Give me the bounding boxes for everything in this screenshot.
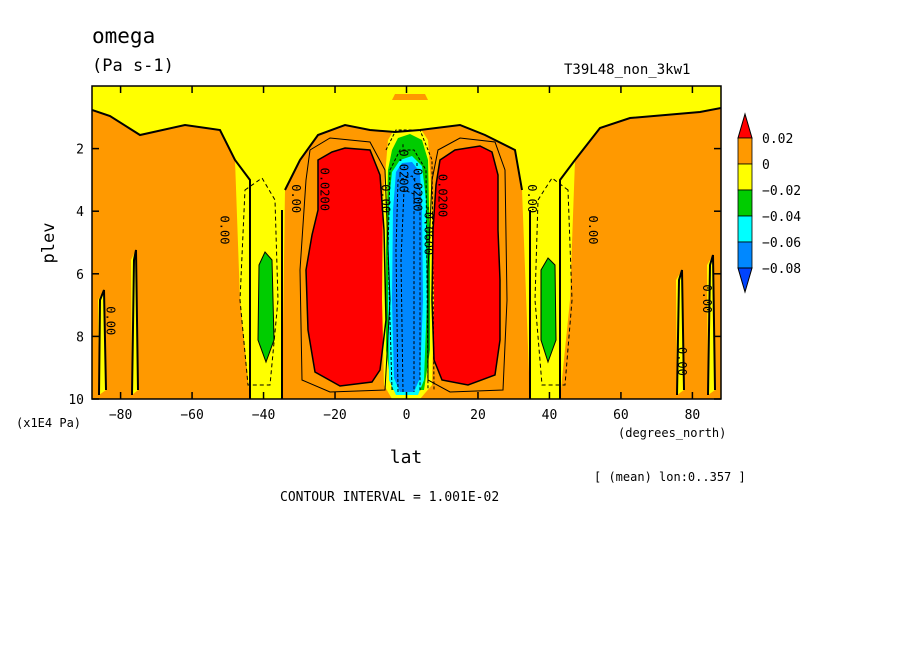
contour-label: 0.00 bbox=[103, 306, 117, 335]
edge-contour-l2 bbox=[131, 249, 139, 396]
colorbar-label: 0.02 bbox=[762, 132, 793, 147]
contour-label: 0.00 bbox=[289, 184, 303, 213]
field-green-nh bbox=[541, 258, 556, 362]
edge-contour-r1 bbox=[676, 269, 685, 396]
x-tick-label: 20 bbox=[470, 408, 486, 423]
y-axis: 2 4 6 8 10 bbox=[68, 143, 721, 408]
y-axis-label: plev bbox=[39, 223, 59, 264]
thin-contour-nh bbox=[427, 137, 508, 393]
contour-label: 0.0200 bbox=[318, 168, 332, 211]
y-tick-label: 8 bbox=[76, 330, 84, 345]
contour-lines bbox=[92, 107, 721, 399]
contour-label: -0.0600 bbox=[421, 205, 435, 256]
x-axis: −80 −60 −40 −20 0 20 40 60 80 bbox=[109, 86, 700, 423]
edge-contour-r2 bbox=[707, 254, 716, 396]
mean-note: [ (mean) lon:0..357 ] bbox=[594, 470, 746, 484]
dashed-contour-nh bbox=[534, 177, 573, 386]
x-tick-label: −40 bbox=[252, 408, 275, 423]
field-red-nh bbox=[432, 146, 500, 385]
plot-area: 0.00 0.00 0.00 0.0200 0.00 -0.0200 -0.0200 0.02… bbox=[91, 85, 722, 400]
colorbar-arrow-bottom bbox=[737, 267, 753, 294]
y-tick-label: 10 bbox=[68, 393, 84, 408]
chart-units: (Pa s-1) bbox=[92, 56, 174, 76]
x-tick-label: 60 bbox=[613, 408, 629, 423]
green-outline-sh bbox=[257, 251, 275, 364]
zero-contour-nh bbox=[559, 107, 721, 399]
contour-interval: CONTOUR INTERVAL = 1.001E-02 bbox=[280, 490, 500, 505]
colorbar-label: −0.08 bbox=[762, 262, 801, 277]
colorbar-label: −0.02 bbox=[762, 184, 801, 199]
x-units-label: (degrees_north) bbox=[618, 426, 727, 440]
contour-labels: 0.00 0.00 0.00 0.0200 0.00 -0.0200 -0.0200 0.02… bbox=[103, 142, 714, 376]
colorbar-swatch bbox=[737, 163, 753, 191]
edge-contour-l1 bbox=[98, 289, 107, 396]
contour-label: 0.00 bbox=[586, 216, 600, 245]
colorbar-swatch bbox=[737, 137, 753, 165]
contour-label: -0.0200 bbox=[396, 142, 410, 193]
dashed-contour-sh bbox=[239, 177, 279, 386]
red-outline-sh bbox=[305, 147, 387, 387]
colorbar-label: −0.06 bbox=[762, 236, 801, 251]
contour-label: 0.00 bbox=[218, 216, 232, 245]
x-tick-label: 0 bbox=[403, 408, 411, 423]
contour-label: 0.00 bbox=[378, 184, 392, 213]
core-dashed-2 bbox=[387, 149, 429, 391]
thin-contour-sh bbox=[299, 137, 391, 393]
run-label: T39L48_non_3kw1 bbox=[564, 62, 691, 78]
x-axis-label: lat bbox=[390, 447, 423, 468]
x-tick-label: −80 bbox=[109, 408, 132, 423]
contour-label: -0.0200 bbox=[411, 161, 425, 212]
contour-label: 0.0200 bbox=[436, 174, 450, 217]
colorbar: 0.02 0 −0.02 −0.04 −0.06 −0.08 bbox=[737, 112, 801, 294]
colorbar-label: 0 bbox=[762, 158, 770, 173]
contour-label: 0.00 bbox=[525, 184, 539, 213]
x-tick-label: −60 bbox=[180, 408, 203, 423]
y-tick-label: 4 bbox=[76, 205, 84, 220]
field-red-sh bbox=[306, 148, 386, 386]
core-dashed-3 bbox=[395, 175, 421, 393]
x-tick-label: 40 bbox=[542, 408, 558, 423]
core-dashed-1 bbox=[385, 129, 435, 391]
chart-title: omega bbox=[92, 24, 156, 48]
y-tick-label: 6 bbox=[76, 268, 84, 283]
core-dashed-4 bbox=[400, 189, 415, 393]
filled-contours bbox=[92, 86, 721, 399]
y-units-label: (x1E4 Pa) bbox=[16, 416, 82, 430]
contour-label: 0.00 bbox=[700, 284, 714, 313]
contour-label: 0.00 bbox=[675, 347, 689, 376]
x-tick-label: −20 bbox=[323, 408, 346, 423]
y-tick-label: 2 bbox=[76, 143, 84, 158]
colorbar-label: −0.04 bbox=[762, 210, 801, 225]
x-tick-label: 80 bbox=[685, 408, 701, 423]
colorbar-swatch bbox=[737, 189, 753, 217]
colorbar-swatch bbox=[737, 241, 753, 269]
red-outline-nh bbox=[431, 145, 501, 386]
colorbar-arrow-top bbox=[737, 112, 753, 139]
field-blue-core bbox=[392, 162, 423, 392]
field-green-sh bbox=[258, 252, 274, 362]
field-small-orange bbox=[392, 94, 428, 100]
colorbar-swatch bbox=[737, 215, 753, 243]
zero-contour-sh bbox=[92, 109, 251, 399]
green-outline-nh bbox=[540, 257, 557, 364]
